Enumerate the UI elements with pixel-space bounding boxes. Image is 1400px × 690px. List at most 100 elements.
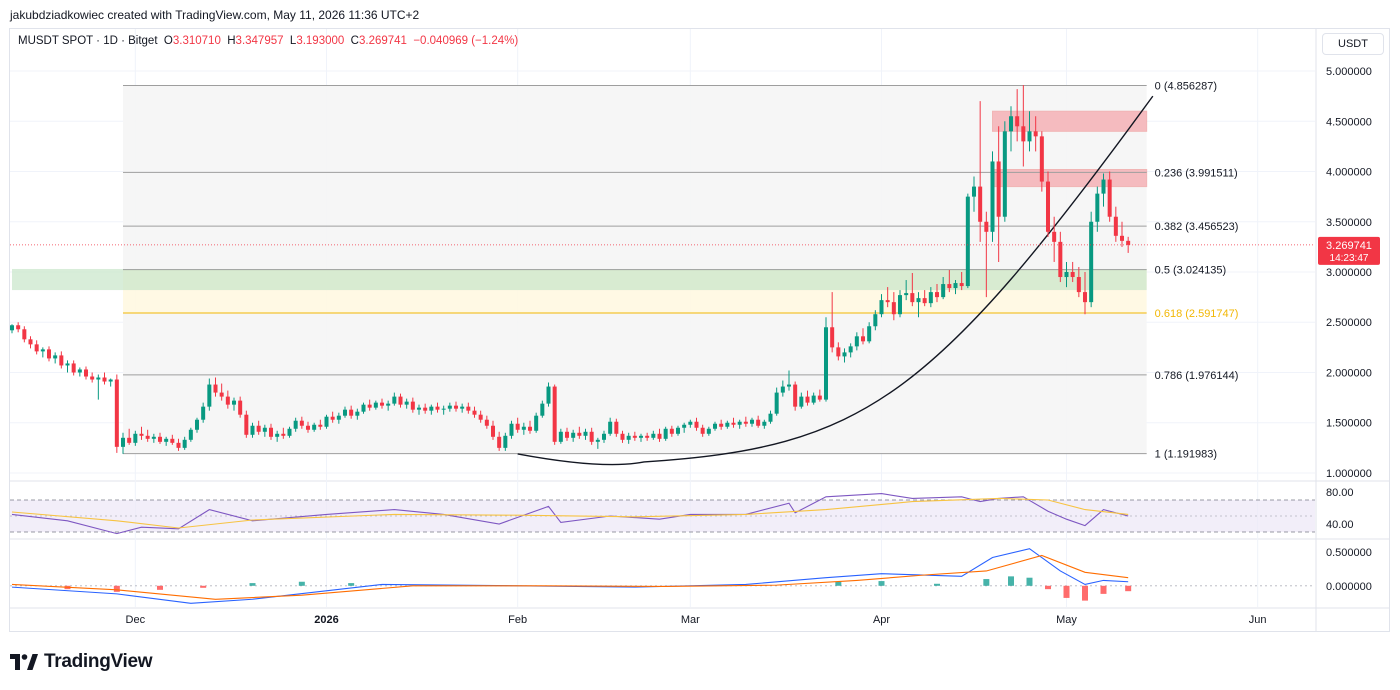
candle-body [244, 414, 249, 435]
candle-body [780, 386, 785, 393]
candle-body [694, 421, 699, 428]
candle-down [398, 393, 403, 408]
time-tick-label: Feb [508, 614, 527, 626]
chart-credit: jakubdziadkowiec created with TradingVie… [10, 8, 420, 22]
candle-body [595, 439, 600, 442]
candle-up [737, 419, 742, 429]
candle-body [22, 329, 27, 340]
candle-down [59, 351, 64, 369]
candle-down [90, 372, 95, 383]
macd-histogram-bar [249, 583, 256, 586]
candle-up [571, 429, 576, 442]
time-tick-label: Apr [873, 614, 890, 626]
candle-down [860, 328, 866, 345]
candle-up [941, 277, 946, 300]
rsi-tick-label: 40.00 [1326, 519, 1354, 531]
macd-histogram-bar [1125, 585, 1132, 592]
candle-up [65, 360, 70, 373]
candle-down [996, 126, 1001, 262]
candle-up [1027, 111, 1032, 152]
candle-body [953, 283, 958, 289]
candle-body [367, 404, 372, 408]
candle-body [1027, 131, 1032, 142]
candle-up [293, 417, 298, 432]
candle-body [805, 396, 810, 403]
candle-down [478, 410, 483, 423]
candle-body [904, 293, 909, 296]
candle-body [213, 384, 218, 393]
candle-body [108, 379, 113, 382]
candle-up [361, 402, 366, 414]
candle-body [712, 423, 718, 429]
candle-up [336, 412, 341, 424]
candle-up [503, 432, 508, 451]
candle-body [1064, 272, 1069, 278]
candle-down [1119, 221, 1125, 247]
candle-up [373, 400, 378, 410]
candle-up [971, 176, 977, 212]
candle-body [873, 314, 878, 327]
candle-down [367, 399, 372, 411]
candle-body [1015, 116, 1020, 127]
candle-down [472, 406, 477, 418]
candle-up [786, 370, 792, 391]
rsi-tick-label: 80.00 [1326, 487, 1354, 499]
candle-up [638, 433, 644, 442]
open-value: 3.310710 [172, 35, 221, 47]
candle-down [28, 336, 33, 349]
candle-body [1058, 241, 1063, 278]
candle-body [472, 410, 477, 415]
candle-body [836, 347, 841, 357]
candle-down [46, 346, 52, 362]
currency-selector[interactable]: USDT [1322, 33, 1384, 55]
macd-histogram-bar [983, 579, 990, 586]
candle-body [410, 401, 415, 410]
fib-level-label: 1 (1.191983) [1155, 449, 1217, 461]
candle-body [16, 325, 21, 330]
candle-body [46, 349, 52, 359]
candle-up [1089, 211, 1094, 308]
candle-down [34, 340, 39, 355]
candle-body [145, 435, 150, 439]
candle-up [355, 408, 360, 420]
candle-body [299, 420, 304, 426]
candle-down [830, 292, 835, 353]
candle-down [379, 398, 385, 409]
candle-body [460, 406, 465, 409]
candle-body [830, 327, 835, 348]
candle-body [928, 292, 933, 304]
candle-up [651, 430, 656, 440]
candle-body [546, 386, 551, 404]
candle-body [1082, 292, 1088, 303]
candle-body [238, 400, 243, 415]
candle-down [114, 374, 119, 453]
candle-body [959, 283, 964, 287]
candle-up [873, 310, 878, 331]
candle-up [521, 422, 526, 435]
candle-body [657, 433, 662, 439]
candle-body [1076, 277, 1081, 293]
candle-down [256, 420, 261, 435]
candle-body [497, 436, 502, 448]
candle-body [287, 428, 292, 436]
candle-up [312, 422, 317, 432]
tradingview-brand[interactable]: TradingView [10, 651, 153, 673]
candle-body [793, 384, 798, 407]
candle-body [786, 384, 792, 387]
symbol-name[interactable]: MUSDT SPOT · 1D · Bitget [18, 35, 158, 47]
candle-body [700, 427, 705, 434]
candle-body [1039, 136, 1044, 182]
candle-up [182, 436, 187, 450]
candle-up [854, 332, 859, 351]
candle-body [601, 433, 607, 440]
candle-body [996, 161, 1001, 217]
candle-body [139, 433, 144, 436]
candle-up [774, 387, 779, 416]
high-value: 3.347957 [235, 35, 284, 47]
candle-up [879, 294, 884, 318]
macd-histogram-bar [113, 585, 120, 592]
candle-body [133, 433, 138, 443]
candle-up [688, 419, 693, 428]
tradingview-logo-icon [10, 654, 38, 670]
